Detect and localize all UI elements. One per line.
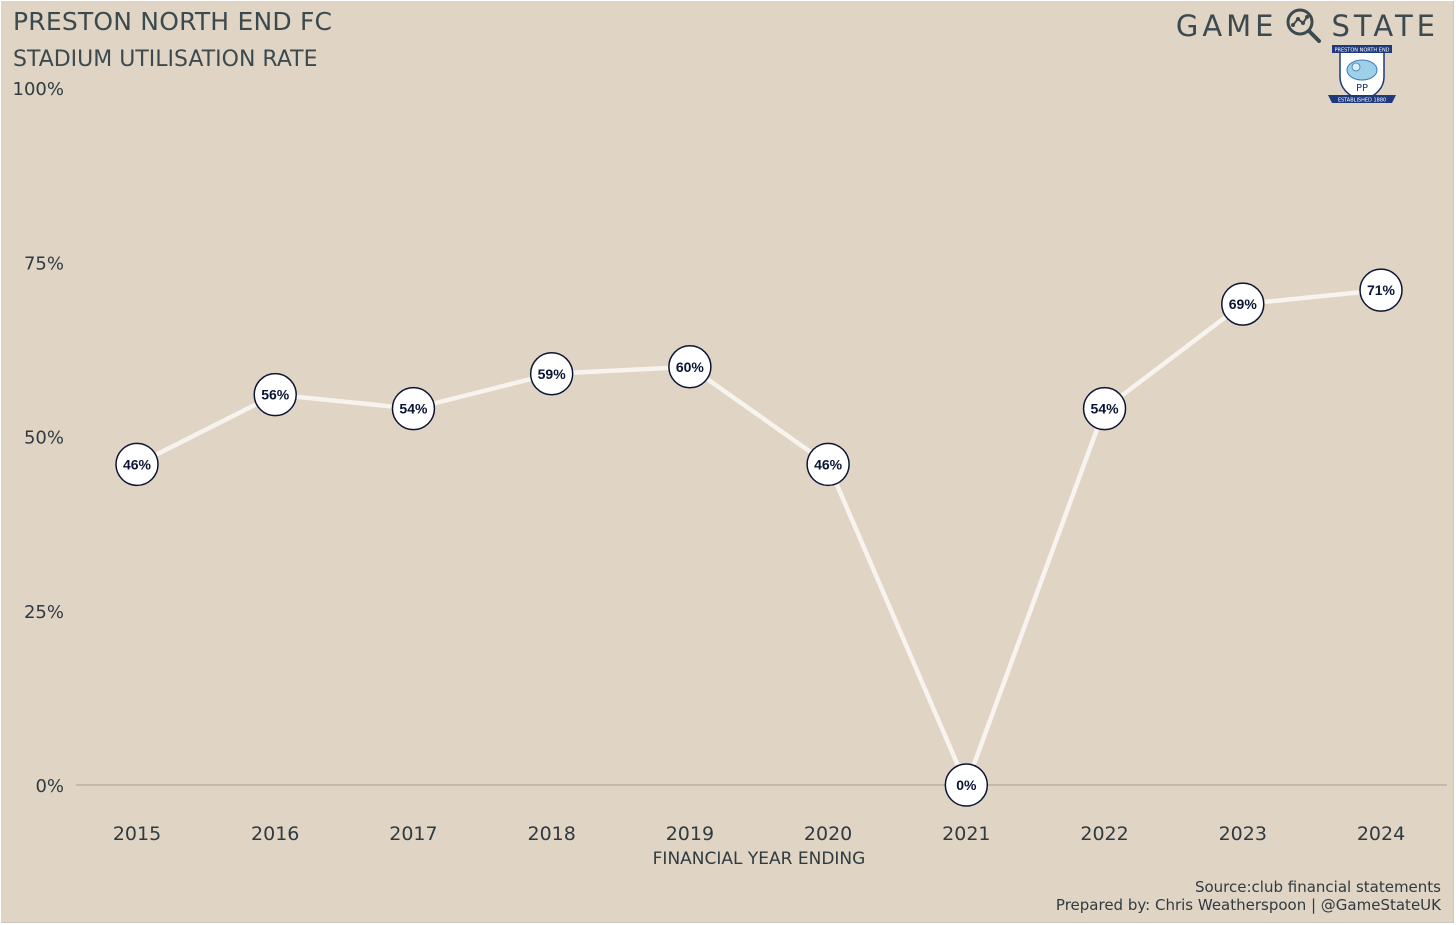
game-state-logo: GAME STATE: [1176, 7, 1439, 45]
data-point-label: 46%: [814, 456, 843, 472]
chart-title: PRESTON NORTH END FC: [13, 7, 333, 36]
data-point: 69%: [1221, 282, 1265, 326]
y-tick-label: 25%: [24, 602, 64, 623]
data-point: 56%: [253, 372, 297, 417]
data-point-marker: [1359, 268, 1403, 312]
data-point: 54%: [391, 386, 436, 431]
data-point-marker: [253, 372, 297, 417]
preston-crest-icon: PRESTON NORTH END PP ESTABLISHED 1880: [1326, 43, 1398, 114]
data-point-label: 54%: [1091, 401, 1120, 417]
y-tick-label: 0%: [35, 776, 64, 797]
x-tick-label: 2016: [251, 823, 299, 845]
data-point: 0%: [944, 763, 989, 807]
series-line: [134, 287, 1384, 788]
y-axis-ticks: 0% 25% 50% 75% 100%: [13, 79, 64, 797]
x-axis-ticks: 2015 2016 2017 2018 2019 2020 2021 2022 2023 2024: [113, 823, 1405, 845]
data-point-marker: [1082, 386, 1127, 431]
y-tick-label: 75%: [24, 253, 64, 274]
x-tick-label: 2020: [804, 823, 852, 845]
magnifier-network-icon: [1286, 8, 1321, 43]
svg-text:ESTABLISHED 1880: ESTABLISHED 1880: [1338, 98, 1386, 104]
data-points: 46% 56% 54% 59% 60% 46% 0% 54% 69% 71%: [115, 268, 1403, 807]
data-point-label: 0%: [956, 777, 977, 793]
x-tick-label: 2023: [1219, 823, 1267, 845]
data-point-label: 46%: [123, 456, 152, 472]
data-point-marker: [1221, 282, 1265, 326]
x-tick-label: 2021: [942, 823, 990, 845]
x-tick-label: 2017: [389, 823, 437, 845]
credit-note: Prepared by: Chris Weatherspoon | @GameS…: [1055, 896, 1441, 914]
data-point-label: 59%: [538, 366, 567, 382]
source-note: Source:club financial statements: [1194, 878, 1441, 896]
x-tick-label: 2022: [1080, 823, 1128, 845]
x-tick-label: 2018: [527, 823, 575, 845]
svg-text:PP: PP: [1356, 83, 1368, 94]
x-tick-label: 2019: [666, 823, 714, 845]
data-point-label: 60%: [676, 359, 705, 375]
x-tick-label: 2015: [113, 823, 161, 845]
data-point-label: 56%: [261, 387, 290, 403]
chart-subtitle: STADIUM UTILISATION RATE: [13, 47, 318, 72]
data-point-label: 69%: [1229, 296, 1258, 312]
data-point-label: 54%: [399, 401, 428, 417]
data-point: 60%: [668, 345, 712, 389]
data-point: 59%: [529, 352, 574, 396]
brand-word-left: GAME: [1175, 9, 1278, 43]
data-point: 54%: [1082, 386, 1127, 431]
brand-word-right: STATE: [1331, 9, 1439, 43]
data-point-marker: [806, 442, 850, 487]
y-tick-label: 100%: [13, 79, 64, 100]
y-tick-label: 50%: [24, 428, 64, 449]
data-point: 71%: [1359, 268, 1403, 312]
x-axis-label: FINANCIAL YEAR ENDING: [653, 849, 866, 869]
data-point: 46%: [115, 442, 159, 487]
data-point-marker: [944, 763, 989, 807]
data-point-marker: [391, 386, 436, 431]
data-point-marker: [668, 345, 712, 389]
x-tick-label: 2024: [1357, 823, 1405, 845]
data-point-marker: [529, 352, 574, 396]
svg-text:PRESTON NORTH END: PRESTON NORTH END: [1334, 48, 1389, 54]
data-point: 46%: [806, 442, 850, 487]
data-point-label: 71%: [1367, 282, 1396, 298]
data-point-marker: [115, 442, 159, 487]
